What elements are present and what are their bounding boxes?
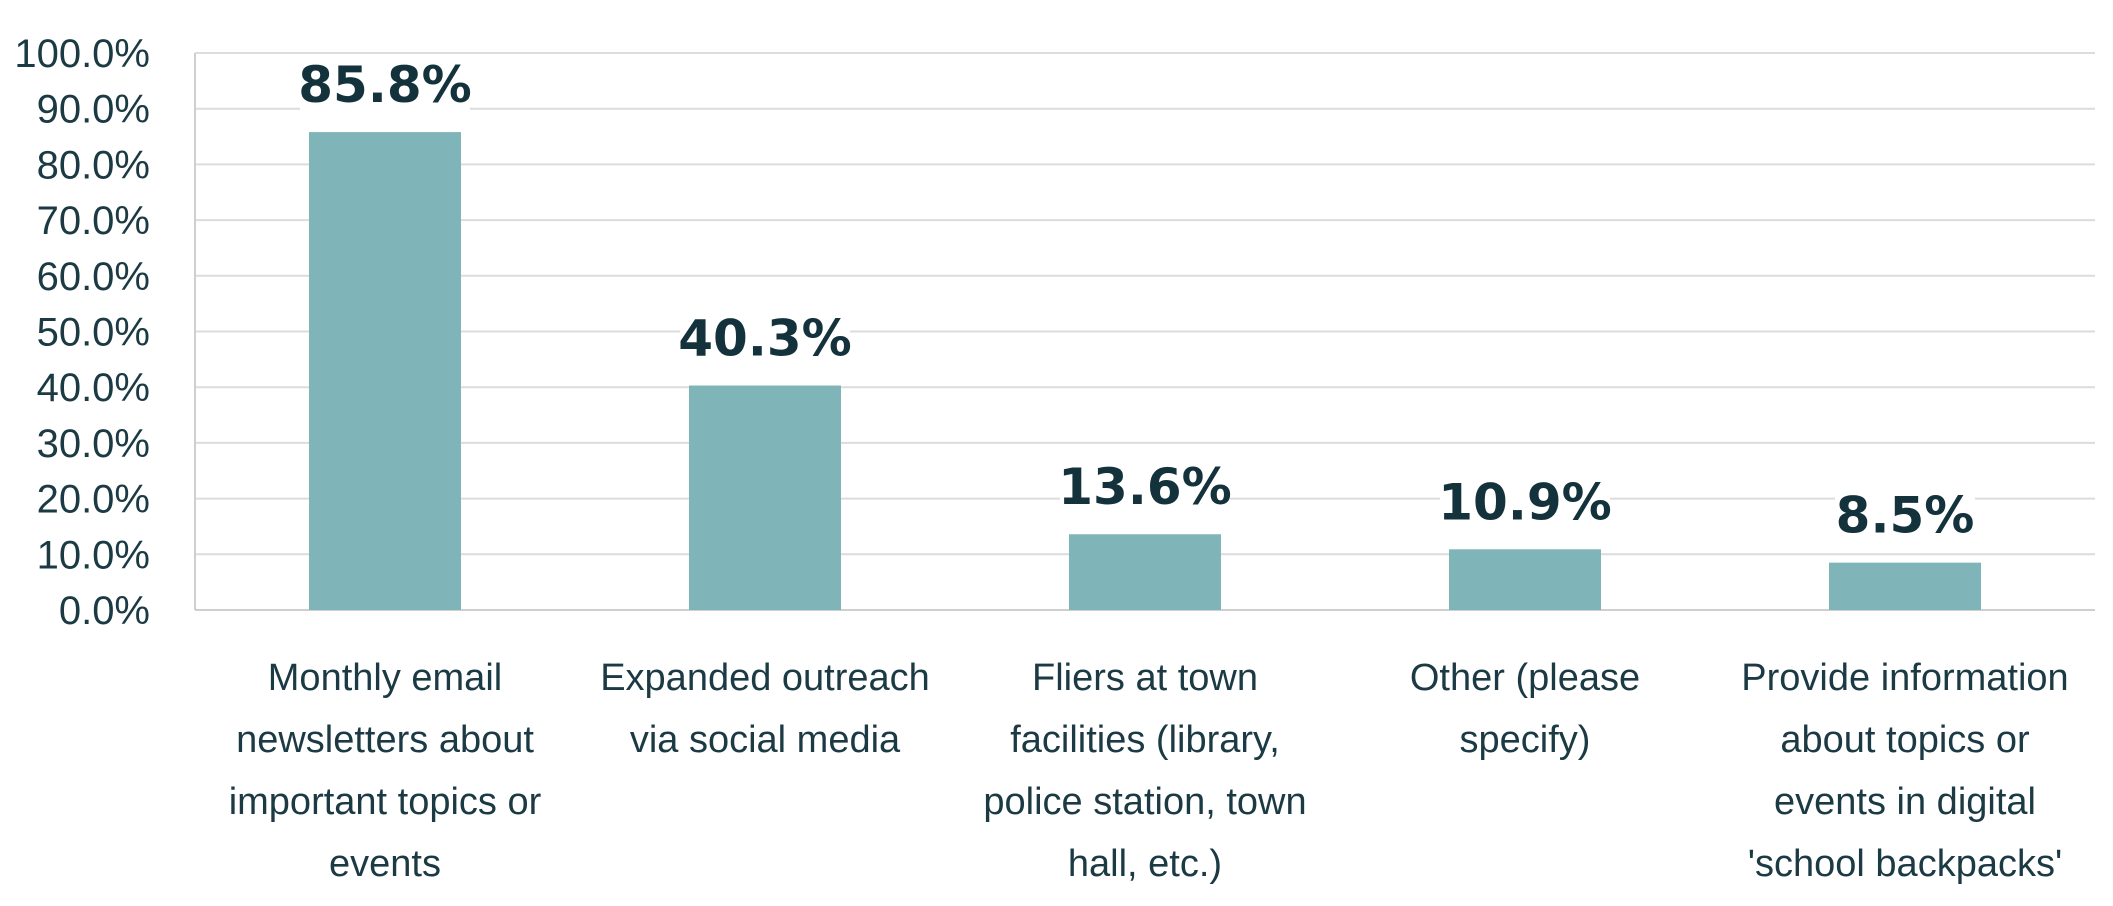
y-tick-label: 40.0%	[37, 366, 150, 410]
category-label-line: newsletters about	[236, 719, 534, 761]
data-label-background	[680, 307, 850, 368]
category-label: Provide information about topics or events…	[1741, 657, 2068, 885]
data-label: 8.5%	[1836, 487, 1975, 545]
y-tick-label: 90.0%	[37, 88, 150, 132]
category-label-line: Fliers at town	[1032, 657, 1258, 699]
bar	[1829, 562, 1981, 610]
data-label: 10.9%	[1438, 473, 1611, 531]
y-tick-label: 70.0%	[37, 199, 150, 243]
data-label-background	[1440, 471, 1610, 532]
category-label-line: police station, town	[983, 781, 1306, 823]
category-label-line: important topics or	[229, 781, 542, 823]
category-label-line: about topics or	[1780, 719, 2030, 761]
category-label-line: via social media	[630, 719, 901, 761]
bar	[1449, 549, 1601, 610]
y-tick-label: 60.0%	[37, 255, 150, 299]
data-label: 13.6%	[1058, 458, 1231, 516]
data-label: 40.3%	[678, 310, 851, 368]
data-labels: 85.8% 40.3% 13.6% 10.9% 8.5%	[298, 54, 1975, 545]
category-label-line: events in digital	[1774, 781, 2036, 823]
bar	[689, 385, 841, 610]
category-label-line: events	[329, 843, 441, 885]
data-label-background	[300, 54, 470, 115]
category-label: Fliers at town facilities (library, police…	[983, 657, 1306, 885]
y-tick-label: 80.0%	[37, 143, 150, 187]
y-tick-label: 50.0%	[37, 311, 150, 355]
data-label-background	[1060, 456, 1230, 517]
category-label: Expanded outreach via social media	[600, 657, 930, 761]
y-tick-label: 30.0%	[37, 422, 150, 466]
y-tick-label: 20.0%	[37, 478, 150, 522]
category-label-line: 'school backpacks'	[1748, 843, 2062, 885]
category-label-line: Provide information	[1741, 657, 2068, 699]
bars	[309, 132, 1981, 610]
bar	[309, 132, 461, 610]
category-label-line: hall, etc.)	[1068, 843, 1222, 885]
y-axis-tick-labels: 0.0% 10.0% 20.0% 30.0% 40.0% 50.0% 60.0% 70.0% 8…	[14, 32, 150, 633]
category-label: Other (please specify)	[1410, 657, 1640, 761]
data-label-background	[1835, 484, 1975, 545]
y-tick-label: 0.0%	[59, 589, 150, 633]
category-label-line: Monthly email	[268, 657, 502, 699]
x-axis-category-labels: Monthly email newsletters about important …	[229, 657, 2069, 885]
category-label-line: Expanded outreach	[600, 657, 930, 699]
category-label-line: Other (please	[1410, 657, 1640, 699]
bar	[1069, 534, 1221, 610]
data-label: 85.8%	[298, 56, 471, 114]
category-label-line: specify)	[1460, 719, 1591, 761]
category-label: Monthly email newsletters about important …	[229, 657, 542, 885]
y-tick-label: 100.0%	[14, 32, 150, 76]
gridlines	[194, 52, 2095, 611]
category-label-line: facilities (library,	[1010, 719, 1280, 761]
y-tick-label: 10.0%	[37, 533, 150, 577]
